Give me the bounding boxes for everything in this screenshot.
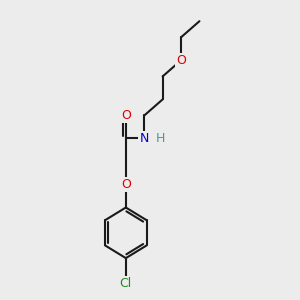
Text: H: H xyxy=(156,132,165,145)
Text: O: O xyxy=(121,109,131,122)
Text: Cl: Cl xyxy=(120,277,132,290)
Text: O: O xyxy=(121,178,131,191)
Text: N: N xyxy=(140,132,149,145)
Text: O: O xyxy=(176,54,186,67)
